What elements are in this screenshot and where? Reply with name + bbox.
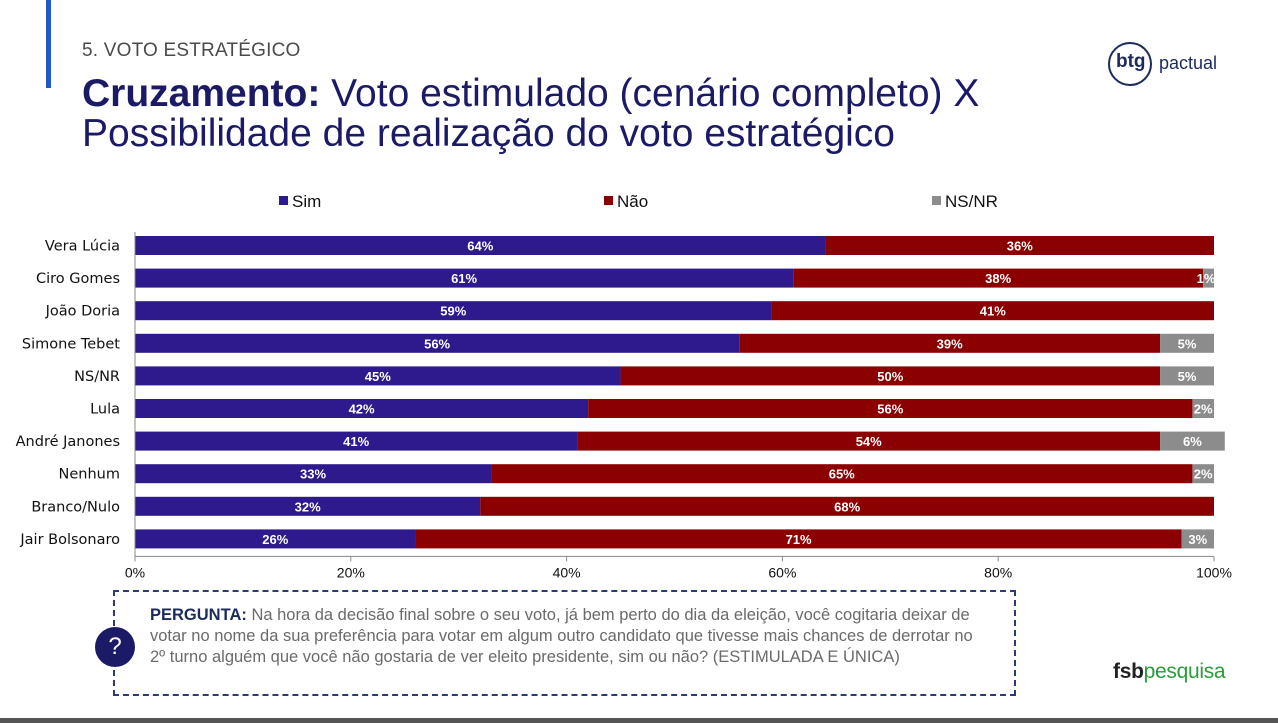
bar-segment bbox=[135, 431, 578, 451]
data-label: 1% bbox=[1197, 271, 1216, 286]
bar-segment bbox=[135, 301, 772, 321]
data-label: 5% bbox=[1178, 336, 1197, 351]
fsb-logo-bold: fsb bbox=[1113, 660, 1144, 683]
bar-segment bbox=[135, 366, 621, 386]
data-label: 64% bbox=[467, 239, 493, 254]
bar-segment bbox=[1192, 399, 1214, 418]
data-label: 54% bbox=[856, 434, 882, 449]
category-label: Nenhum bbox=[59, 467, 120, 483]
x-tick-label: 60% bbox=[768, 564, 796, 580]
btg-logo-bold: btg bbox=[1116, 51, 1146, 72]
question-body: Na hora da decisão final sobre o seu vot… bbox=[150, 606, 973, 666]
data-label: 33% bbox=[300, 467, 326, 482]
bar-segment bbox=[825, 236, 1214, 255]
bar-segment bbox=[1160, 431, 1225, 451]
category-label: Branco/Nulo bbox=[31, 499, 120, 515]
fsb-logo-light: pesquisa bbox=[1143, 660, 1226, 683]
title-rest: Voto estimulado (cenário completo) X Pos… bbox=[82, 72, 980, 155]
data-label: 68% bbox=[834, 499, 860, 514]
bar-segment bbox=[480, 496, 1214, 516]
bar-segment bbox=[739, 333, 1161, 353]
data-label: 45% bbox=[365, 369, 391, 384]
data-label: 5% bbox=[1178, 369, 1197, 384]
bar-segment bbox=[135, 529, 416, 549]
bar-segment bbox=[415, 529, 1182, 549]
bar-segment bbox=[135, 464, 492, 484]
bottom-rule bbox=[0, 718, 1278, 723]
data-label: 26% bbox=[262, 532, 288, 547]
x-tick-label: 80% bbox=[984, 564, 1012, 580]
accent-bar bbox=[46, 0, 51, 88]
category-label: Lula bbox=[90, 402, 120, 418]
data-label: 56% bbox=[424, 336, 450, 351]
data-label: 61% bbox=[451, 271, 477, 286]
btg-logo-light: pactual bbox=[1159, 53, 1218, 73]
bar-segment bbox=[771, 301, 1214, 321]
bar-segment bbox=[135, 399, 589, 418]
x-tick-label: 0% bbox=[125, 564, 145, 580]
category-label: Jair Bolsonaro bbox=[19, 532, 120, 548]
x-tick-label: 100% bbox=[1196, 564, 1232, 580]
data-label: 41% bbox=[980, 304, 1006, 319]
category-label: NS/NR bbox=[74, 369, 120, 385]
x-tick-label: 20% bbox=[337, 564, 365, 580]
data-label: 2% bbox=[1194, 467, 1213, 482]
x-tick-label: 40% bbox=[553, 564, 581, 580]
bar-segment bbox=[1160, 333, 1214, 353]
bar-segment bbox=[491, 464, 1193, 484]
legend-swatch bbox=[279, 196, 288, 205]
category-label: André Janones bbox=[16, 434, 120, 450]
bar-segment bbox=[135, 333, 740, 353]
bar-segment bbox=[135, 496, 481, 516]
category-label: João Doria bbox=[45, 304, 120, 320]
data-label: 42% bbox=[349, 402, 375, 417]
bar-segment bbox=[1192, 464, 1214, 484]
bar-segment bbox=[793, 268, 1204, 288]
question-text: PERGUNTA: Na hora da decisão final sobre… bbox=[150, 605, 990, 668]
legend-label: Não bbox=[617, 192, 648, 211]
bar-segment bbox=[620, 366, 1161, 386]
category-label: Vera Lúcia bbox=[45, 239, 120, 255]
data-label: 56% bbox=[877, 402, 903, 417]
category-label: Ciro Gomes bbox=[36, 271, 120, 287]
data-label: 65% bbox=[829, 467, 855, 482]
data-label: 50% bbox=[877, 369, 903, 384]
stacked-bar-chart: Sim Não NS/NR Vera Lúcia 64% 36% Ciro Gomes 61%… bbox=[16, 192, 1232, 580]
data-label: 38% bbox=[985, 271, 1011, 286]
question-box: PERGUNTA: Na hora da decisão final sobre… bbox=[113, 590, 1016, 696]
legend-label: NS/NR bbox=[945, 192, 998, 211]
legend-swatch bbox=[604, 196, 613, 205]
section-label: 5. VOTO ESTRATÉGICO bbox=[82, 40, 301, 61]
question-label: PERGUNTA: bbox=[150, 606, 247, 624]
bar-segment bbox=[135, 268, 794, 288]
data-label: 39% bbox=[937, 336, 963, 351]
data-label: 59% bbox=[440, 304, 466, 319]
data-label: 2% bbox=[1194, 402, 1213, 417]
bar-segment bbox=[1160, 366, 1214, 386]
bar-segment bbox=[1203, 268, 1214, 288]
legend-swatch bbox=[932, 196, 941, 205]
data-label: 6% bbox=[1183, 434, 1202, 449]
data-label: 3% bbox=[1188, 532, 1207, 547]
data-label: 41% bbox=[343, 434, 369, 449]
fsb-pesquisa-logo: fsbpesquisa bbox=[1113, 660, 1226, 684]
data-label: 71% bbox=[786, 532, 812, 547]
btg-logo-circle bbox=[1108, 42, 1152, 86]
category-label: Simone Tebet bbox=[22, 336, 120, 352]
btg-pactual-logo: btg pactual bbox=[1108, 42, 1238, 86]
bar-segment bbox=[588, 399, 1193, 418]
data-label: 36% bbox=[1007, 239, 1033, 254]
legend-label: Sim bbox=[292, 192, 321, 211]
bar-segment bbox=[135, 236, 826, 255]
data-label: 32% bbox=[295, 499, 321, 514]
page-title: Cruzamento: Voto estimulado (cenário com… bbox=[82, 74, 1102, 154]
question-mark-icon: ? bbox=[95, 627, 135, 667]
bar-segment bbox=[1181, 529, 1214, 549]
title-bold: Cruzamento: bbox=[82, 72, 321, 115]
bar-segment bbox=[577, 431, 1161, 451]
